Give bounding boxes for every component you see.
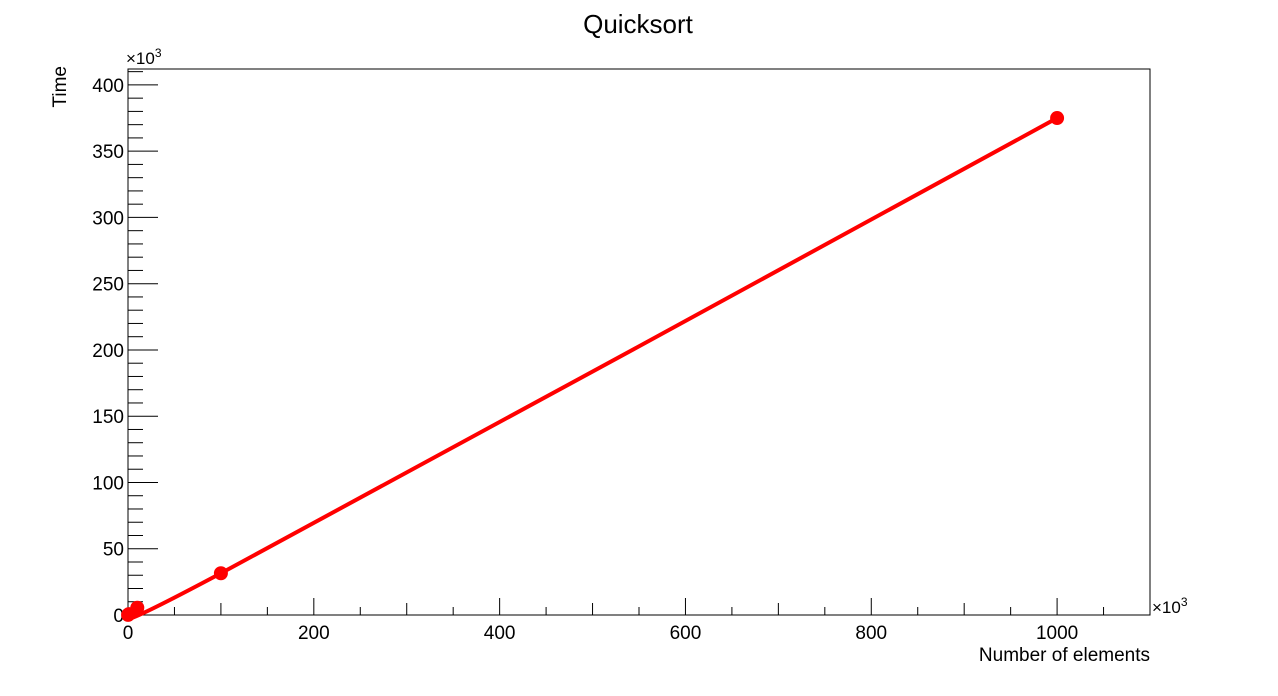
x-tick-label: 400: [484, 623, 516, 644]
y-tick-label: 400: [92, 76, 124, 97]
data-point: [1050, 111, 1065, 126]
y-tick-label: 350: [92, 142, 124, 163]
y-tick-label: 0: [113, 606, 124, 627]
data-point: [130, 600, 145, 615]
series-layer: [121, 111, 1065, 622]
x-axis-exponent: ×103: [1152, 595, 1188, 617]
data-point: [213, 566, 228, 581]
y-tick-label: 150: [92, 407, 124, 428]
y-axis-ticks: [128, 71, 158, 616]
y-tick-label: 300: [92, 208, 124, 229]
chart-title: Quicksort: [583, 9, 694, 39]
y-axis-exponent: ×103: [126, 46, 162, 68]
x-axis-label: Number of elements: [979, 645, 1150, 666]
y-axis-label: Time: [50, 66, 71, 108]
y-tick-label: 250: [92, 275, 124, 296]
series-line: [125, 116, 1060, 621]
y-tick-label: 100: [92, 473, 124, 494]
x-tick-label: 1000: [1036, 623, 1078, 644]
x-tick-label: 200: [298, 623, 330, 644]
x-axis-tick-labels: 0 200 400 600 800 1000: [123, 623, 1079, 644]
y-tick-label: 200: [92, 341, 124, 362]
y-tick-label: 50: [103, 540, 124, 561]
x-axis-ticks: [127, 598, 1151, 615]
x-tick-label: 800: [855, 623, 887, 644]
y-axis-tick-labels: 0 50 100 150 200 250 300 350 400: [92, 76, 124, 627]
x-tick-label: 0: [123, 623, 134, 644]
x-tick-label: 600: [670, 623, 702, 644]
